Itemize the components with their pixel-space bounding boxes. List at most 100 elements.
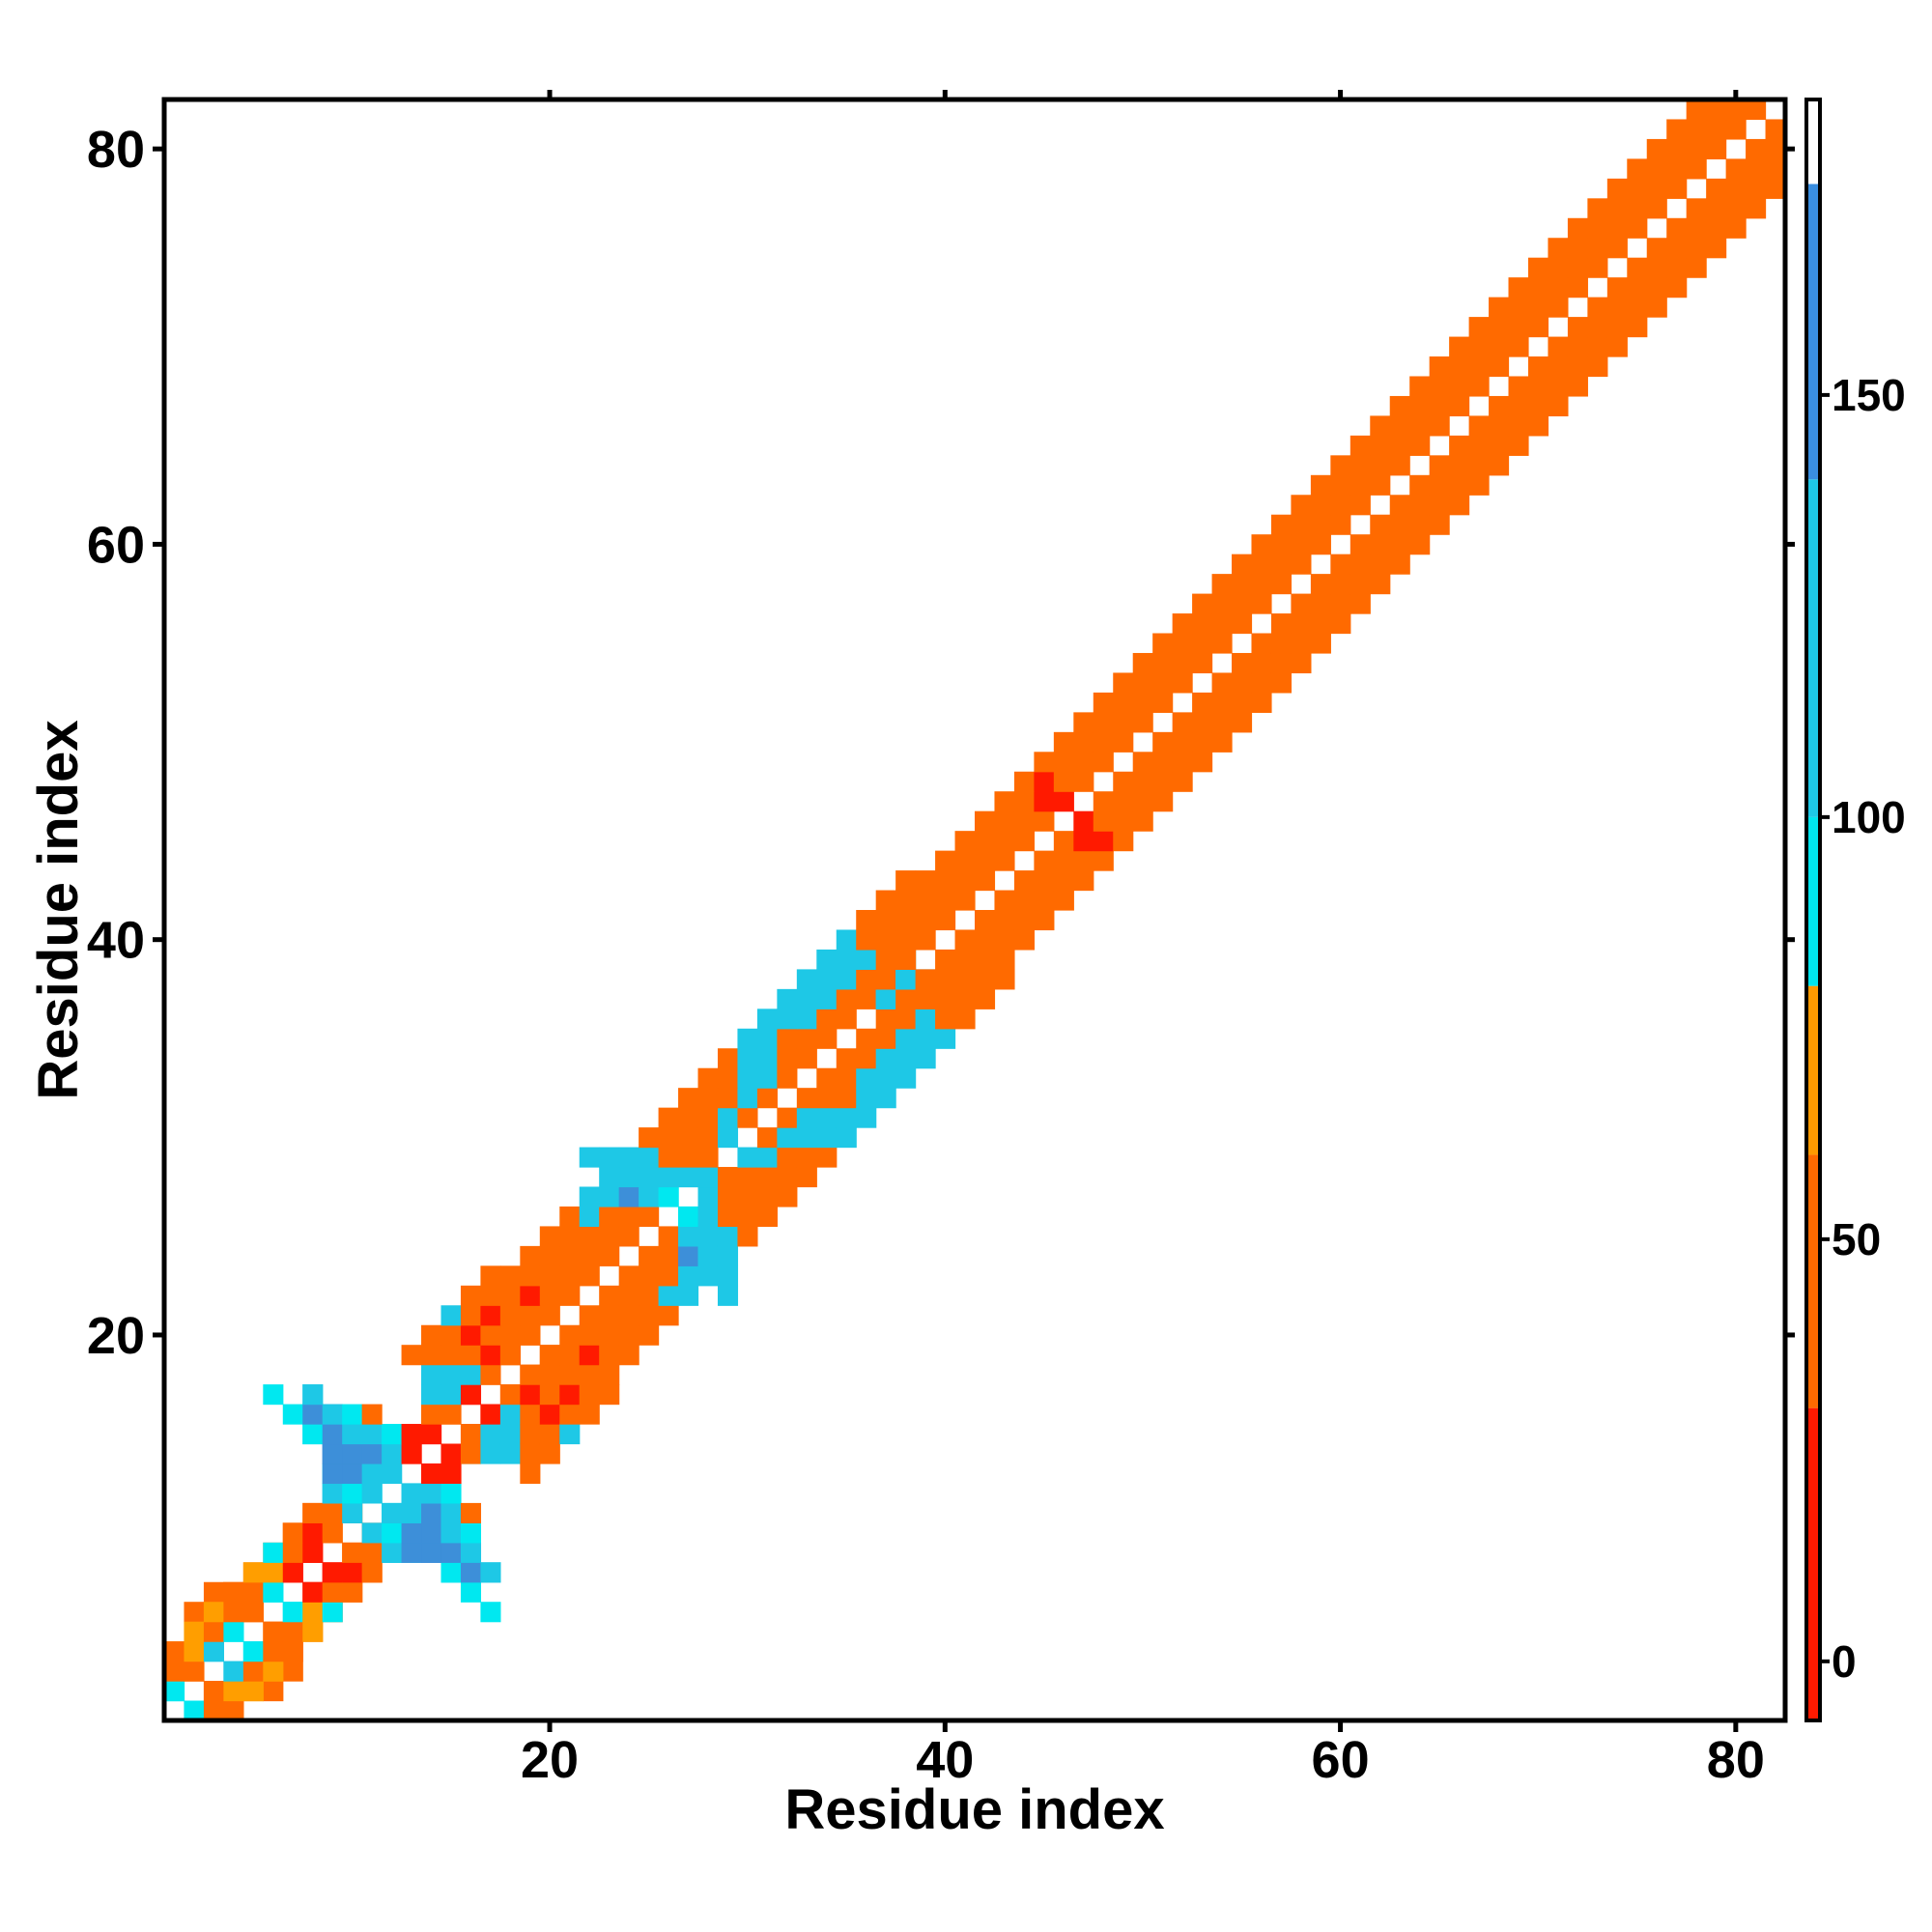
heatmap-cell <box>1489 395 1510 417</box>
heatmap-cell <box>737 1048 758 1069</box>
heatmap-cell <box>1132 692 1153 713</box>
heatmap-cell <box>460 1305 482 1326</box>
heatmap-cell <box>1527 376 1549 397</box>
heatmap-cell <box>1350 474 1371 496</box>
heatmap-cell <box>1270 652 1293 674</box>
heatmap-cell <box>1587 317 1608 338</box>
heatmap-cell <box>717 1088 739 1109</box>
heatmap-cell <box>1606 297 1628 318</box>
heatmap-cell <box>539 1226 560 1247</box>
heatmap-cell <box>836 1088 857 1109</box>
heatmap-cell <box>777 1067 798 1089</box>
heatmap-cell <box>717 1067 739 1089</box>
heatmap-cell <box>935 988 956 1009</box>
heatmap-cell <box>1073 850 1094 871</box>
heatmap-cell <box>1270 613 1293 635</box>
heatmap-cell <box>440 1542 462 1563</box>
heatmap-cell <box>915 1028 936 1049</box>
heatmap-cell <box>1429 376 1450 397</box>
heatmap-cell <box>678 1088 699 1109</box>
heatmap-cell <box>1370 534 1391 555</box>
heatmap-cell <box>1172 752 1193 773</box>
heatmap-cell <box>1152 692 1174 713</box>
heatmap-cell <box>1073 870 1094 892</box>
heatmap-cell <box>1093 731 1114 753</box>
heatmap-cell <box>1725 119 1747 140</box>
heatmap-cell <box>1567 356 1588 378</box>
heatmap-cell <box>559 1424 581 1445</box>
heatmap-cell <box>1013 771 1035 792</box>
heatmap-cell <box>599 1305 620 1326</box>
heatmap-cell <box>1291 534 1312 555</box>
heatmap-cell <box>875 890 896 911</box>
heatmap-cell <box>816 1028 838 1049</box>
heatmap-cell <box>1527 277 1549 298</box>
heatmap-cell <box>796 1107 817 1128</box>
heatmap-cell <box>1527 395 1549 417</box>
heatmap-cell <box>856 1067 877 1089</box>
heatmap-cell <box>263 1384 284 1406</box>
heatmap-cell <box>697 1206 719 1228</box>
heatmap-cell <box>1725 99 1747 121</box>
heatmap-cell <box>875 969 896 990</box>
heatmap-cell <box>697 1265 719 1287</box>
heatmap-cell <box>717 1167 739 1188</box>
heatmap-cell <box>618 1345 639 1366</box>
heatmap-cell <box>639 1305 660 1326</box>
heatmap-cell <box>777 1028 798 1049</box>
heatmap-cell <box>1646 257 1667 278</box>
heatmap-cell <box>856 910 877 931</box>
heatmap-cell <box>1725 178 1747 199</box>
heatmap-cell <box>242 1681 264 1702</box>
heatmap-cell <box>1548 395 1569 417</box>
heatmap-cell <box>935 1028 956 1049</box>
heatmap-cell <box>1211 613 1233 635</box>
heatmap-cell <box>302 1542 324 1563</box>
heatmap-cell <box>1172 652 1193 674</box>
heatmap-cell <box>1251 574 1272 595</box>
heatmap-cell <box>1370 554 1391 575</box>
heatmap-cell <box>1686 238 1707 259</box>
heatmap-cell <box>421 1324 442 1346</box>
heatmap-cell <box>539 1424 560 1445</box>
heatmap-cell <box>836 949 857 970</box>
heatmap-cell <box>1567 217 1588 239</box>
heatmap-cell <box>539 1443 560 1464</box>
heatmap-cell <box>223 1581 244 1603</box>
heatmap-cell <box>777 1009 798 1030</box>
heatmap-cell <box>1034 752 1055 773</box>
heatmap-cell <box>777 1048 798 1069</box>
heatmap-cell <box>1646 198 1667 219</box>
heatmap-cell <box>579 1147 600 1168</box>
heatmap-cell <box>658 1285 679 1306</box>
heatmap-cell <box>1449 395 1470 417</box>
heatmap-cell <box>756 1147 778 1168</box>
heatmap-cell <box>1310 495 1331 516</box>
heatmap-cell <box>242 1641 264 1662</box>
heatmap-cell <box>717 1206 739 1228</box>
heatmap-cell <box>1152 652 1174 674</box>
x-axis-title: Residue index <box>784 1778 1164 1841</box>
heatmap-cell <box>1192 731 1213 753</box>
heatmap-cell <box>382 1424 403 1445</box>
heatmap-cell <box>1389 495 1410 516</box>
heatmap-cell <box>895 1048 917 1069</box>
heatmap-cell <box>1370 474 1391 496</box>
heatmap-cell <box>1132 652 1153 674</box>
heatmap-cell <box>1172 712 1193 733</box>
heatmap-cell <box>1013 910 1035 931</box>
heatmap-cell <box>164 1681 185 1702</box>
heatmap-cell <box>895 988 917 1009</box>
heatmap-cell <box>1013 870 1035 892</box>
heatmap-cell <box>756 1127 778 1149</box>
heatmap-cell <box>1666 257 1688 278</box>
heatmap-cell <box>599 1226 620 1247</box>
heatmap-cell <box>1211 633 1233 654</box>
heatmap-cell <box>618 1147 639 1168</box>
heatmap-cell <box>499 1265 521 1287</box>
heatmap-cell <box>1211 593 1233 614</box>
heatmap-cell <box>1489 435 1510 456</box>
heatmap-cell <box>1310 633 1331 654</box>
heatmap-cell <box>203 1581 224 1603</box>
heatmap-cell <box>1666 277 1688 298</box>
